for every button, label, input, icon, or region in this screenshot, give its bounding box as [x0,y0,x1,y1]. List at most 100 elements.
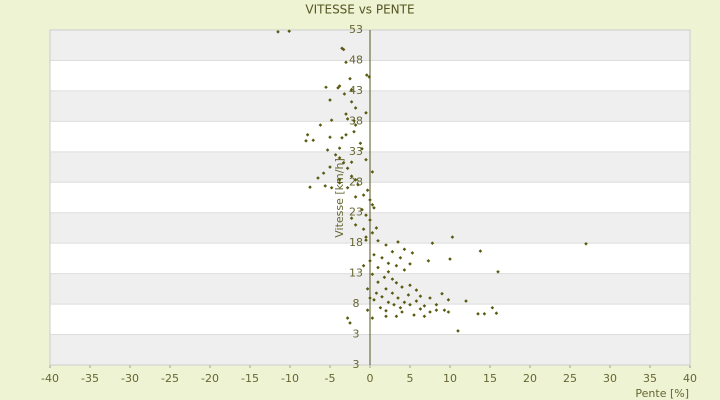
point [374,291,379,295]
point [478,249,483,253]
point [370,316,375,320]
point [337,181,342,185]
point [384,243,388,247]
point [414,299,419,303]
point [348,321,352,325]
point [400,285,404,289]
point [450,235,455,239]
point [386,261,391,266]
point [448,257,452,261]
point [341,160,346,165]
point [396,296,400,300]
y-tick-label: 3 [353,328,360,341]
point [490,305,495,310]
point [349,160,354,164]
point [345,166,350,171]
point [344,60,348,65]
x-tick-label: -5 [325,372,336,385]
point [337,178,342,182]
point [328,98,332,102]
y-tick-label: 48 [349,53,363,66]
point [402,247,407,252]
point [408,283,412,288]
point [382,275,387,280]
point [367,75,371,79]
point [337,146,342,150]
point [349,174,354,178]
point [368,198,372,202]
point [394,314,399,319]
point [304,139,308,143]
point [342,92,347,96]
point [352,129,356,134]
point [380,256,384,260]
point [410,251,415,255]
point [376,280,380,284]
point [464,299,468,303]
point [337,84,342,88]
point [374,226,379,230]
point [329,185,334,190]
point [360,207,364,212]
point [370,170,375,174]
point [430,241,435,245]
point [408,302,412,307]
x-tick-label: 10 [443,372,457,385]
point [365,188,370,192]
point [390,277,395,281]
y-tick-label: 53 [349,23,363,36]
point [372,298,376,302]
point [384,287,388,291]
point [372,252,376,257]
y-tick-label: 28 [349,175,363,188]
y-tick-label: 23 [349,206,363,219]
point [316,176,320,180]
point [353,178,358,182]
point [345,316,350,320]
point [422,304,427,308]
plot-area [49,29,691,368]
point [390,291,395,295]
point [428,310,432,314]
point [329,118,334,122]
point [434,308,439,312]
chart-title: VITESSE vs PENTE [305,3,414,17]
point [311,138,315,143]
point [349,100,354,104]
point [418,294,423,298]
point [344,112,348,116]
point [422,314,427,319]
point [349,87,354,92]
point [402,268,407,272]
point [352,118,356,123]
point [372,206,376,210]
point [361,263,366,268]
x-tick-label: -40 [41,372,59,385]
x-tick-label: 5 [407,372,414,385]
point [318,123,323,127]
x-tick-label: 40 [683,372,697,385]
point [370,231,375,235]
x-axis-label: Pente [%] [635,387,689,400]
point [402,300,407,305]
point [328,165,332,169]
point [456,329,460,333]
x-tick-label: -35 [81,372,99,385]
point [356,182,360,187]
point [324,85,328,90]
point [384,314,388,319]
point [482,312,487,316]
point [345,185,350,190]
point [336,86,340,90]
x-tick-label: 15 [483,372,497,385]
point [365,287,370,291]
y-axis-label: Vitesse [km/h] [333,158,346,238]
point [426,259,431,263]
point [305,132,310,137]
y-tick-label: 33 [349,145,363,158]
point [365,308,370,312]
point [446,310,451,314]
point [442,308,447,312]
point [584,241,588,246]
point [364,157,368,162]
